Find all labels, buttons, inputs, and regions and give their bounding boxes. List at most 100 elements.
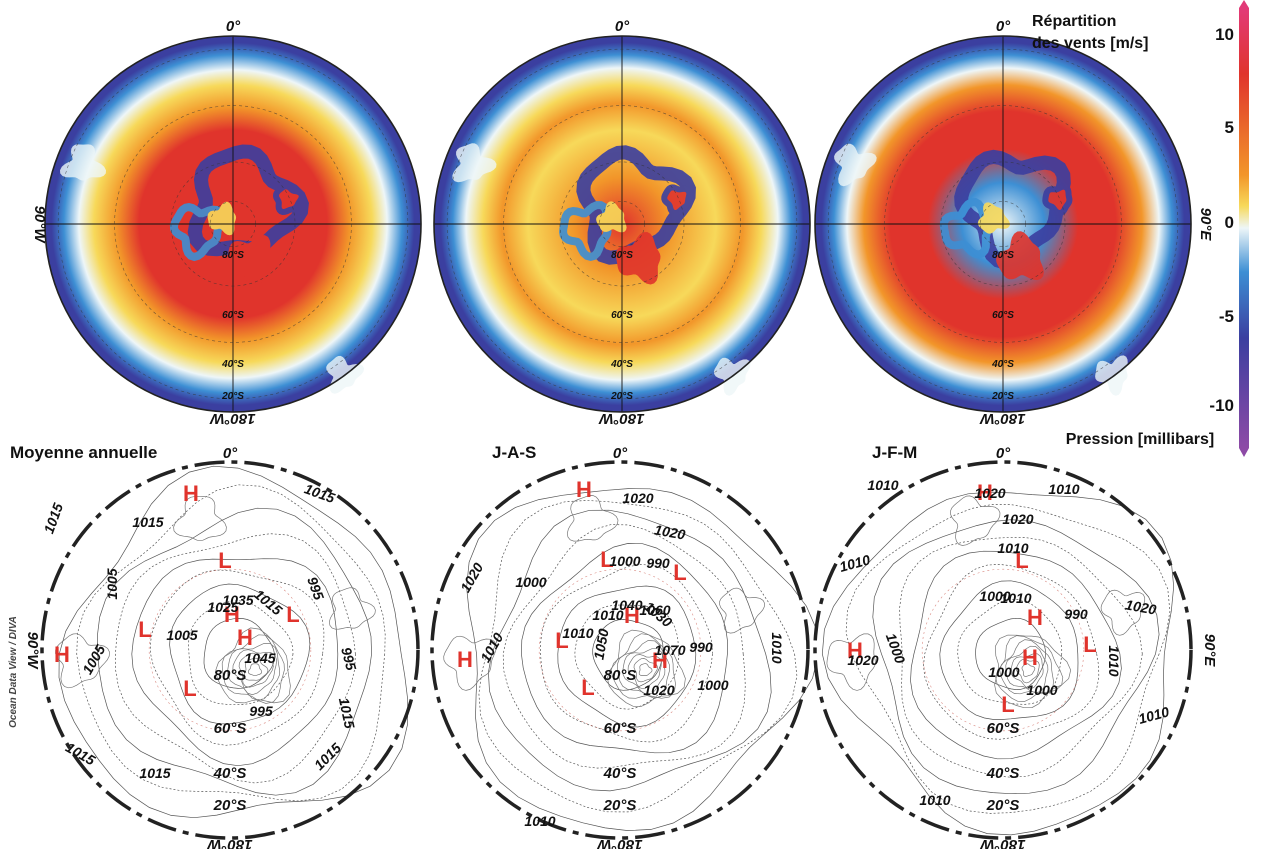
lat-label: 20°S xyxy=(221,391,244,402)
lon-label-180: 180°W xyxy=(206,836,253,849)
isobar-label: 1015 xyxy=(139,765,170,781)
lon-label-180: 180°W xyxy=(598,410,645,427)
isobar-label: 1005 xyxy=(166,627,197,643)
lon-label-0: 0° xyxy=(996,18,1011,35)
isobar-label: 1010 xyxy=(1000,590,1031,606)
isobar-label: 1005 xyxy=(104,568,120,599)
isobar-label: 1020 xyxy=(622,490,653,506)
lat-label: 80°S xyxy=(992,250,1014,261)
colorbar-tick: -5 xyxy=(1219,307,1234,326)
isobar-label: 1000 xyxy=(988,664,1019,680)
lon-label-180: 180°W xyxy=(209,410,256,427)
high-pressure-center: H xyxy=(1027,605,1043,630)
lat-label: 80°S xyxy=(611,250,633,261)
colorbar-tick: -10 xyxy=(1209,396,1234,415)
high-pressure-center: H xyxy=(54,642,70,667)
colorbar-tick: 10 xyxy=(1215,25,1234,44)
isobar-label: 1010 xyxy=(769,632,785,663)
isobar-label: 1015 xyxy=(132,514,163,530)
low-pressure-center: L xyxy=(138,617,151,642)
wind-map-3 xyxy=(815,36,1191,412)
low-pressure-center: L xyxy=(1083,632,1096,657)
low-pressure-center: L xyxy=(218,548,231,573)
lon-label-0: 0° xyxy=(613,445,628,462)
isobar-label: 1000 xyxy=(515,574,546,590)
panel-title: J-A-S xyxy=(492,443,536,462)
lat-label: 20°S xyxy=(610,391,633,402)
lat-label: 80°S xyxy=(214,667,247,684)
isobar-label: 1015 xyxy=(40,501,66,536)
colorbar xyxy=(1239,8,1249,448)
colorbar-tick: 5 xyxy=(1225,118,1234,137)
panel-title: Moyenne annuelle xyxy=(10,443,157,462)
lat-label: 40°S xyxy=(610,359,633,370)
lon-label-90e: 90°E xyxy=(1201,634,1218,668)
lat-label: 40°S xyxy=(986,765,1020,782)
lat-label: 20°S xyxy=(603,797,637,814)
high-pressure-center: H xyxy=(183,481,199,506)
isobar-label: 1000 xyxy=(609,553,640,569)
lat-label: 40°S xyxy=(213,765,247,782)
lon-label-90w: 90°W xyxy=(24,632,41,671)
lon-label-0: 0° xyxy=(615,18,630,35)
wind-map-1 xyxy=(45,36,421,412)
isobar-label: 1045 xyxy=(244,650,275,666)
lon-label-90e: 90°E xyxy=(1197,208,1214,242)
isobar-label: 1020 xyxy=(847,652,878,668)
isobar-label: 1020 xyxy=(974,485,1005,501)
lon-label-180: 180°W xyxy=(979,410,1026,427)
wind-map-2 xyxy=(434,36,810,412)
panel-title: J-F-M xyxy=(872,443,917,462)
isobar-label: 1020 xyxy=(1002,511,1033,527)
lat-label: 60°S xyxy=(987,720,1020,737)
high-pressure-center: H xyxy=(237,625,253,650)
isobar-label: 990 xyxy=(646,555,670,571)
lat-label: 40°S xyxy=(991,359,1014,370)
isobar-label: 1000 xyxy=(1026,682,1057,698)
high-pressure-center: H xyxy=(1022,645,1038,670)
vortex-core xyxy=(664,187,689,213)
lon-label-0: 0° xyxy=(223,445,238,462)
lat-label: 60°S xyxy=(611,310,633,321)
isobar-label: 995 xyxy=(249,703,273,719)
lon-label-0: 0° xyxy=(996,445,1011,462)
lat-label: 80°S xyxy=(604,667,637,684)
colorbar-top-arrow xyxy=(1239,0,1249,8)
lat-label: 60°S xyxy=(604,720,637,737)
credit-text: Ocean Data View / DIVA xyxy=(8,616,19,728)
lon-label-180: 180°W xyxy=(596,836,643,849)
colorbar-tick: 0 xyxy=(1225,213,1234,232)
colorbar-title: Répartition xyxy=(1032,13,1116,30)
isobar-label: 990 xyxy=(1064,606,1088,622)
colorbar-bottom-arrow xyxy=(1239,448,1249,457)
lon-label-90w: 90°W xyxy=(31,206,48,245)
isobar-label: 1010 xyxy=(1048,481,1079,497)
isobar-label: 1010 xyxy=(524,813,555,829)
lat-label: 20°S xyxy=(991,391,1014,402)
lon-label-180: 180°W xyxy=(979,836,1026,849)
isobar-label: 1020 xyxy=(643,682,674,698)
isobar-label: 1000 xyxy=(697,677,728,693)
vortex-core xyxy=(276,186,302,212)
isobar-label: 1010 xyxy=(867,477,898,493)
high-pressure-center: H xyxy=(457,647,473,672)
low-pressure-center: L xyxy=(286,602,299,627)
lat-label: 60°S xyxy=(214,720,247,737)
low-pressure-center: L xyxy=(1001,692,1014,717)
colorbar-title: des vents [m/s] xyxy=(1032,35,1148,52)
high-pressure-center: H xyxy=(576,477,592,502)
isobar-label: 1010 xyxy=(562,625,593,641)
pressure-legend-title: Pression [millibars] xyxy=(1066,431,1215,448)
isobar-label: 1010 xyxy=(919,792,950,808)
lat-label: 40°S xyxy=(221,359,244,370)
lat-label: 20°S xyxy=(986,797,1020,814)
isobar-label: 1060 xyxy=(639,602,670,618)
lat-label: 20°S xyxy=(213,797,247,814)
lon-label-0: 0° xyxy=(226,18,241,35)
isobar-label: 990 xyxy=(689,639,713,655)
lat-label: 60°S xyxy=(992,310,1014,321)
isobar-label: 1010 xyxy=(592,607,623,623)
lat-label: 40°S xyxy=(603,765,637,782)
isobar-label: 1010 xyxy=(1106,645,1122,676)
